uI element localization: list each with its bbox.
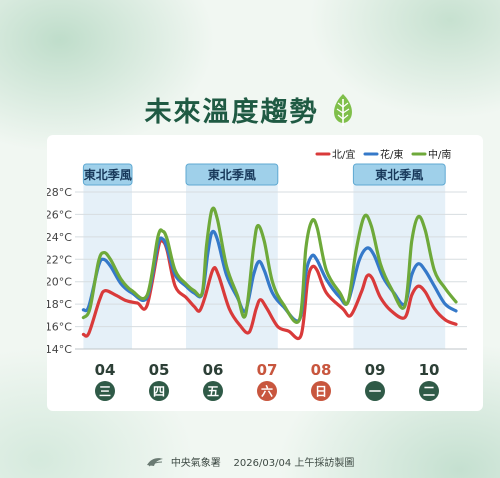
day-label: 05	[149, 361, 170, 379]
legend-label: 中/南	[428, 148, 451, 161]
weekday-badge	[419, 381, 439, 401]
y-tick-label: 26°C	[47, 208, 72, 221]
footer: 中央氣象署 2026/03/04 上午採訪製圖	[0, 454, 500, 469]
weekday-label: 五	[207, 385, 219, 399]
day-label: 08	[311, 361, 332, 379]
temperature-chart: 14°C 16°C 18°C 20°C 22°C 24°C 26°C 28°C 東北季風 東北季風…	[47, 148, 467, 401]
monsoon-region	[353, 185, 446, 349]
chart-card: 14°C 16°C 18°C 20°C 22°C 24°C 26°C 28°C 東北季風 東北季風…	[47, 135, 483, 411]
weekday-badge	[257, 381, 277, 401]
day-label: 04	[95, 361, 116, 379]
weekday-label: 四	[153, 385, 165, 399]
weekday-label: 日	[315, 385, 327, 399]
weekday-label: 三	[99, 385, 111, 399]
weekday-label: 二	[423, 385, 435, 399]
y-tick-label: 28°C	[47, 186, 72, 199]
monsoon-banner	[185, 163, 279, 186]
weekday-badge	[203, 381, 223, 401]
page-title: 未來溫度趨勢	[144, 97, 319, 128]
y-tick-label: 20°C	[47, 276, 72, 289]
monsoon-banner	[352, 163, 446, 186]
day-label: 10	[419, 361, 440, 379]
weekday-label: 一	[369, 385, 381, 399]
agency-logo-icon	[146, 457, 163, 466]
footer-agency: 中央氣象署	[170, 458, 221, 469]
weekday-label: 六	[261, 384, 273, 399]
legend-label: 花/東	[380, 148, 403, 161]
monsoon-banner	[82, 163, 133, 186]
footer-issued: 2026/03/04 上午採訪製圖	[233, 458, 355, 469]
y-tick-label: 18°C	[47, 298, 72, 311]
weekday-badge	[311, 381, 331, 401]
y-tick-label: 14°C	[47, 343, 72, 356]
weekday-badge	[149, 381, 169, 401]
day-label: 09	[365, 361, 386, 379]
y-tick-label: 22°C	[47, 253, 72, 266]
y-tick-label: 16°C	[47, 321, 72, 334]
weekday-badge	[365, 381, 385, 401]
series-line-3	[81, 206, 458, 324]
day-label: 07	[257, 361, 278, 379]
monsoon-label: 東北季風	[208, 167, 256, 182]
weekday-badge	[95, 381, 115, 401]
monsoon-label: 東北季風	[84, 167, 132, 182]
monsoon-label: 東北季風	[375, 167, 423, 182]
leaf-icon	[333, 93, 352, 126]
day-label: 06	[203, 361, 224, 379]
legend-label: 北/宜	[332, 148, 355, 161]
y-tick-label: 24°C	[47, 231, 72, 244]
title-area: 未來溫度趨勢	[0, 90, 500, 129]
